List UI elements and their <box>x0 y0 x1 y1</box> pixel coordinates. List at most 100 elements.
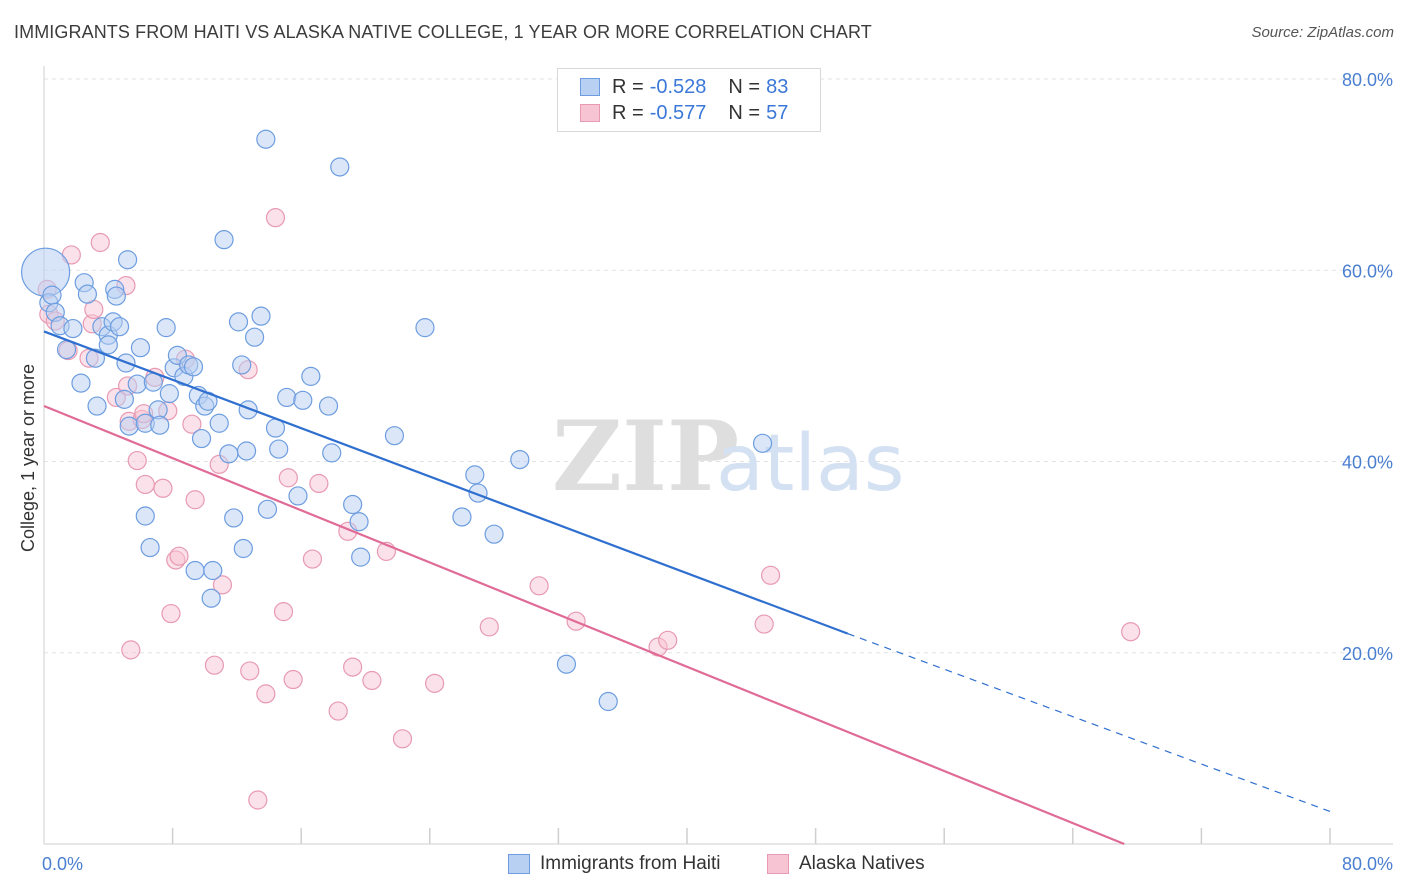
data-point <box>98 335 118 355</box>
chart-title: IMMIGRANTS FROM HAITI VS ALASKA NATIVE C… <box>14 22 872 42</box>
data-point <box>349 512 369 532</box>
watermark-atlas: atlas <box>716 419 905 509</box>
data-point <box>256 129 276 149</box>
data-point <box>318 396 339 416</box>
y-axis-label: College, 1 year or more <box>18 364 38 552</box>
data-point <box>465 465 485 485</box>
data-point <box>87 396 107 416</box>
data-point <box>240 661 260 681</box>
data-point <box>269 439 289 459</box>
data-point <box>251 306 271 326</box>
data-point <box>140 537 160 558</box>
data-point <box>212 575 233 595</box>
data-point <box>185 560 205 581</box>
data-point <box>85 348 106 368</box>
data-point <box>425 673 445 693</box>
bottom-legend-label-haiti: Immigrants from Haiti <box>540 853 721 874</box>
legend-swatch-blue <box>580 78 600 96</box>
legend-row-haiti: R = -0.528 N = 83 <box>580 75 788 99</box>
data-point <box>135 506 155 526</box>
trend-line-haiti <box>43 330 849 635</box>
data-point <box>265 208 286 228</box>
legend-row-alaska: R = -0.577 N = 57 <box>580 101 788 125</box>
legend-r-label: R = <box>612 75 644 98</box>
data-point <box>658 630 678 650</box>
data-point <box>598 691 618 712</box>
data-point <box>159 384 179 404</box>
data-point <box>301 366 321 386</box>
data-point <box>752 433 773 453</box>
legend-r-value: -0.528 <box>649 75 707 98</box>
legend-n-value: 57 <box>766 101 789 124</box>
data-point <box>169 546 189 566</box>
x-tick-label-max: 80.0% <box>1342 854 1393 874</box>
y-tick-label: 80.0% <box>1342 70 1393 90</box>
y-tick-label: 40.0% <box>1342 453 1393 473</box>
data-point <box>121 640 141 660</box>
data-point <box>182 414 202 434</box>
bottom-legend-haiti: Immigrants from Haiti <box>508 852 721 876</box>
data-point <box>302 549 323 569</box>
data-point <box>119 416 139 436</box>
x-tick-label-min: 0.0% <box>42 854 83 874</box>
data-point <box>362 670 382 691</box>
data-point <box>224 508 244 528</box>
data-point <box>351 547 371 567</box>
data-point <box>71 373 91 393</box>
legend-n-value: 83 <box>766 75 789 98</box>
data-point <box>201 588 221 608</box>
tick-labels: 20.0% 40.0% 60.0% 80.0% 0.0% 80.0% <box>42 70 1393 874</box>
data-point <box>257 499 278 519</box>
y-tick-label: 60.0% <box>1342 261 1393 281</box>
watermark-zip: ZIP <box>552 400 739 513</box>
data-point <box>203 560 223 581</box>
data-point <box>343 494 363 515</box>
data-point <box>127 374 147 394</box>
data-point <box>556 654 577 674</box>
data-point <box>185 490 205 510</box>
data-point <box>343 657 363 677</box>
stats-legend: R = -0.528 N = 83 R = -0.577 N = 57 <box>557 68 821 132</box>
legend-r-value: -0.577 <box>649 101 707 124</box>
data-point <box>183 357 204 377</box>
data-point <box>63 318 83 339</box>
y-tick-label: 20.0% <box>1342 644 1393 664</box>
source-label: Source: ZipAtlas.com <box>1251 24 1394 41</box>
legend-r-label: R = <box>612 101 644 124</box>
data-point <box>273 602 294 622</box>
data-point <box>248 790 268 810</box>
legend-n-label: N = <box>728 75 761 98</box>
data-point <box>277 387 297 408</box>
data-point <box>754 614 774 634</box>
data-point <box>130 338 151 358</box>
data-point <box>209 413 229 433</box>
data-point <box>392 729 413 749</box>
axes <box>43 66 1393 845</box>
data-point <box>452 507 472 527</box>
watermark: ZIP atlas <box>552 400 905 513</box>
data-point <box>468 483 488 503</box>
data-point <box>156 318 176 338</box>
data-point <box>106 286 126 306</box>
data-point <box>236 441 257 461</box>
data-point <box>204 655 224 675</box>
trend-line-haiti-extension <box>847 633 1331 813</box>
data-point <box>328 701 348 721</box>
data-point <box>77 284 98 304</box>
trend-lines <box>43 330 1331 846</box>
data-point <box>161 603 181 624</box>
data-point <box>415 318 435 338</box>
data-point <box>232 355 252 375</box>
data-point <box>127 450 147 471</box>
data-point <box>288 486 308 506</box>
data-point <box>117 250 138 270</box>
data-point <box>219 444 239 464</box>
data-point <box>760 565 781 585</box>
data-point <box>244 327 265 347</box>
data-point <box>384 426 405 446</box>
legend-n-label: N = <box>728 101 761 124</box>
data-point <box>278 468 298 488</box>
data-point <box>484 524 504 544</box>
data-point <box>283 669 303 690</box>
